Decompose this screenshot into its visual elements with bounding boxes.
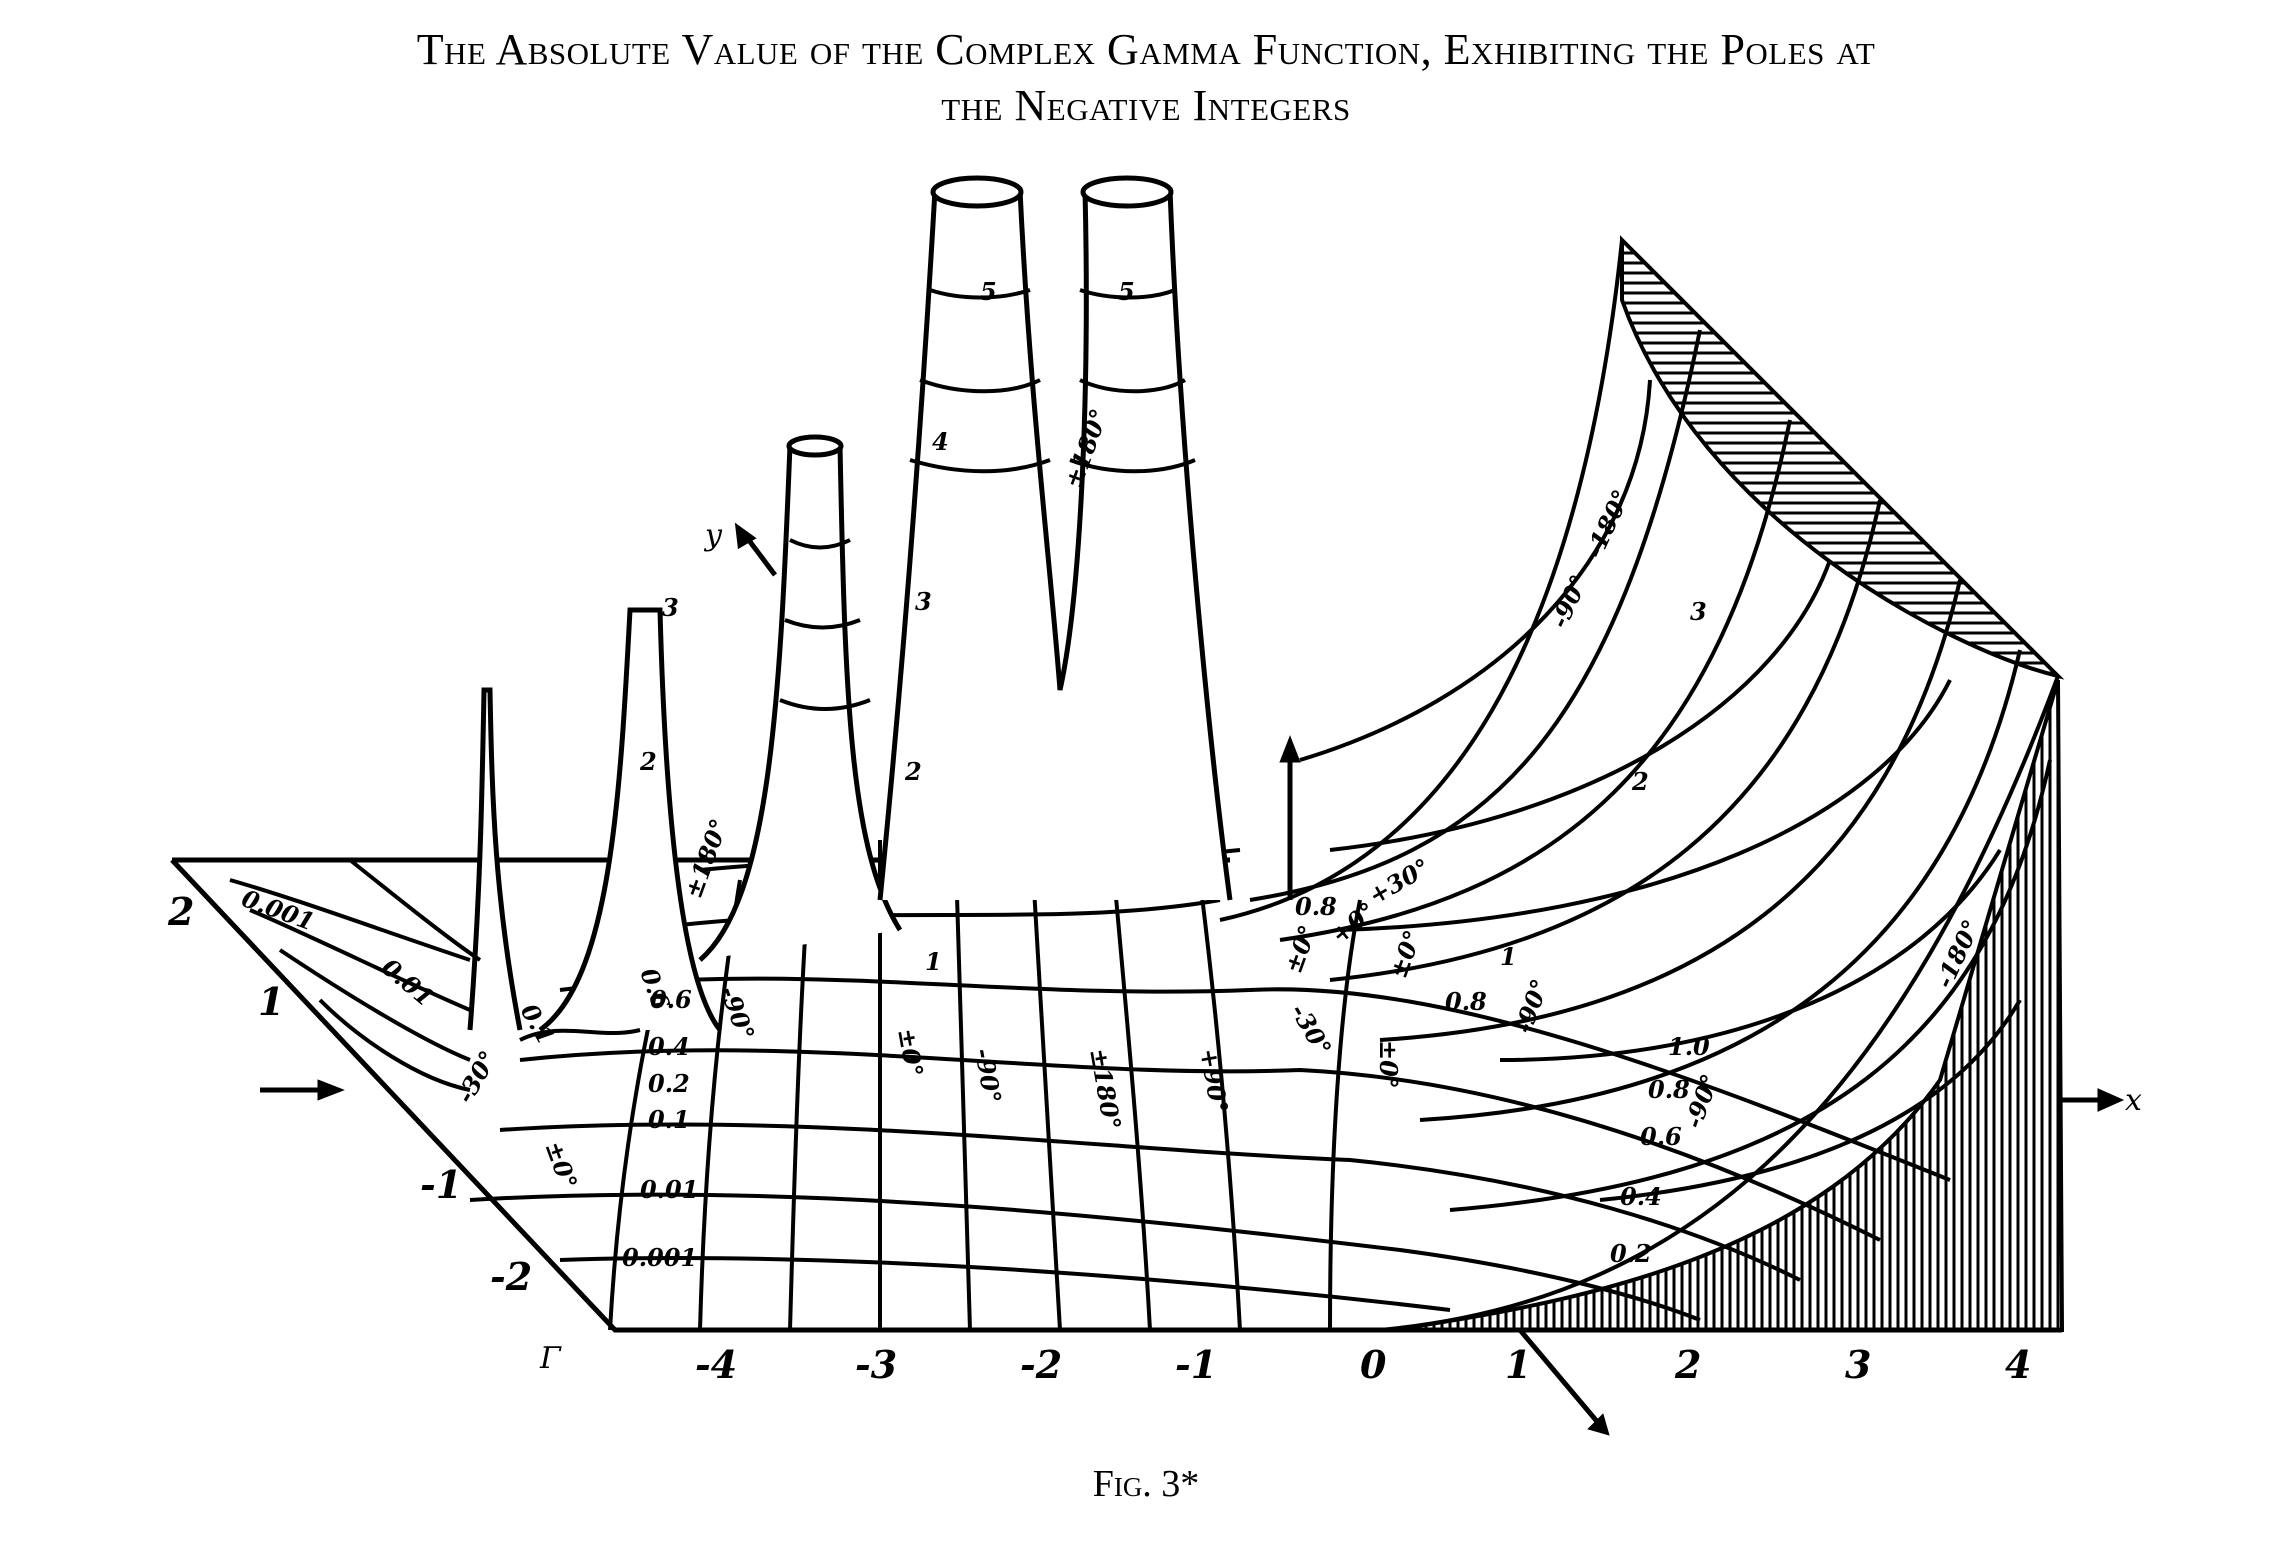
svg-text:-3: -3	[855, 1342, 897, 1387]
svg-text:0.1: 0.1	[515, 999, 561, 1050]
svg-text:5: 5	[980, 277, 997, 306]
incoming-arrow-bottom	[1518, 1328, 1602, 1427]
right-side-wall	[1389, 679, 2065, 1332]
svg-text:0.01: 0.01	[376, 952, 439, 1012]
svg-text:-2: -2	[490, 1254, 532, 1299]
svg-text:±0°: ±0°	[1374, 1040, 1403, 1089]
svg-text:0.001: 0.001	[622, 1243, 697, 1272]
right-top-cap	[1620, 235, 2065, 680]
pole-rings	[779, 288, 1196, 711]
svg-text:±0°: ±0°	[539, 1137, 583, 1193]
pole-x-minus-1-left	[877, 187, 1233, 901]
axis-arrows	[260, 522, 2125, 1436]
y-tick-labels: 2 1 -1 -2	[167, 889, 532, 1299]
svg-text:4: 4	[932, 427, 949, 456]
svg-text:1: 1	[925, 947, 942, 976]
svg-text:±180°: ±180°	[1084, 1046, 1127, 1132]
svg-text:0.4: 0.4	[1620, 1182, 1662, 1211]
svg-text:0.6: 0.6	[1640, 1122, 1682, 1151]
gamma-axis-label: Γ	[539, 1341, 562, 1376]
svg-text:0.8: 0.8	[1445, 987, 1487, 1016]
svg-text:+30°: +30°	[1364, 852, 1435, 910]
svg-text:3: 3	[662, 593, 679, 622]
svg-text:±0°: ±0°	[1278, 921, 1322, 977]
svg-text:-90°: -90°	[969, 1046, 1007, 1106]
svg-text:+90°: +90°	[1194, 1046, 1234, 1116]
x-tick-labels: -4 -3 -2 -1 0 1 2 3 4	[695, 1342, 2031, 1387]
figure-caption: Fig. 3*	[1092, 1463, 1200, 1505]
svg-text:0: 0	[1360, 1342, 1387, 1387]
svg-text:4: 4	[2005, 1342, 2031, 1387]
svg-text:-1: -1	[420, 1162, 462, 1207]
x-axis-label: x	[2125, 1083, 2142, 1118]
svg-text:2: 2	[639, 747, 657, 776]
svg-text:-90°: -90°	[1508, 975, 1554, 1037]
height-annotations: 1 2 3 4 5 5 2 3 2 3	[639, 277, 1707, 976]
poles	[467, 175, 1233, 1033]
pole-x-minus-4	[467, 687, 523, 1031]
pole-x-minus-2	[698, 442, 903, 962]
figure-title: The Absolute Value of the Complex Gamma …	[0, 22, 2292, 134]
svg-text:0.1: 0.1	[648, 1105, 690, 1134]
svg-text:±0°: ±0°	[1383, 926, 1427, 982]
svg-text:1: 1	[1505, 1342, 1531, 1387]
title-line-2: the Negative Integers	[941, 81, 1351, 130]
svg-text:2: 2	[167, 889, 194, 934]
svg-text:±0°: ±0°	[892, 1026, 929, 1079]
svg-text:-180°: -180°	[1579, 485, 1636, 563]
y-axis-label: y	[703, 518, 723, 553]
svg-text:-30°: -30°	[1285, 999, 1338, 1061]
surface-mesh	[469, 239, 2060, 1332]
svg-text:-2: -2	[1020, 1342, 1062, 1387]
svg-text:0.4: 0.4	[648, 1032, 690, 1061]
title-line-1: The Absolute Value of the Complex Gamma …	[416, 25, 1876, 74]
svg-text:3: 3	[915, 587, 932, 616]
svg-text:2: 2	[1674, 1342, 1701, 1387]
svg-text:0.2: 0.2	[1610, 1239, 1652, 1268]
svg-text:-4: -4	[695, 1342, 737, 1387]
svg-text:3: 3	[1845, 1342, 1871, 1387]
svg-text:0.2: 0.2	[648, 1069, 690, 1098]
svg-text:2: 2	[904, 757, 922, 786]
svg-text:1: 1	[1500, 942, 1517, 971]
svg-text:3: 3	[1690, 597, 1707, 626]
left-plane-contours	[229, 858, 641, 1092]
svg-text:0.8: 0.8	[1648, 1075, 1690, 1104]
svg-text:5: 5	[1118, 277, 1135, 306]
svg-text:0.8: 0.8	[1295, 892, 1337, 921]
svg-text:-1: -1	[1175, 1342, 1217, 1387]
svg-text:2: 2	[1631, 767, 1649, 796]
svg-text:0.6: 0.6	[650, 985, 692, 1014]
pole-x-minus-3	[538, 607, 722, 1033]
svg-text:1.0: 1.0	[1668, 1032, 1710, 1061]
svg-text:0.001: 0.001	[238, 883, 319, 936]
svg-text:1: 1	[258, 979, 284, 1024]
svg-text:0.01: 0.01	[640, 1175, 698, 1204]
